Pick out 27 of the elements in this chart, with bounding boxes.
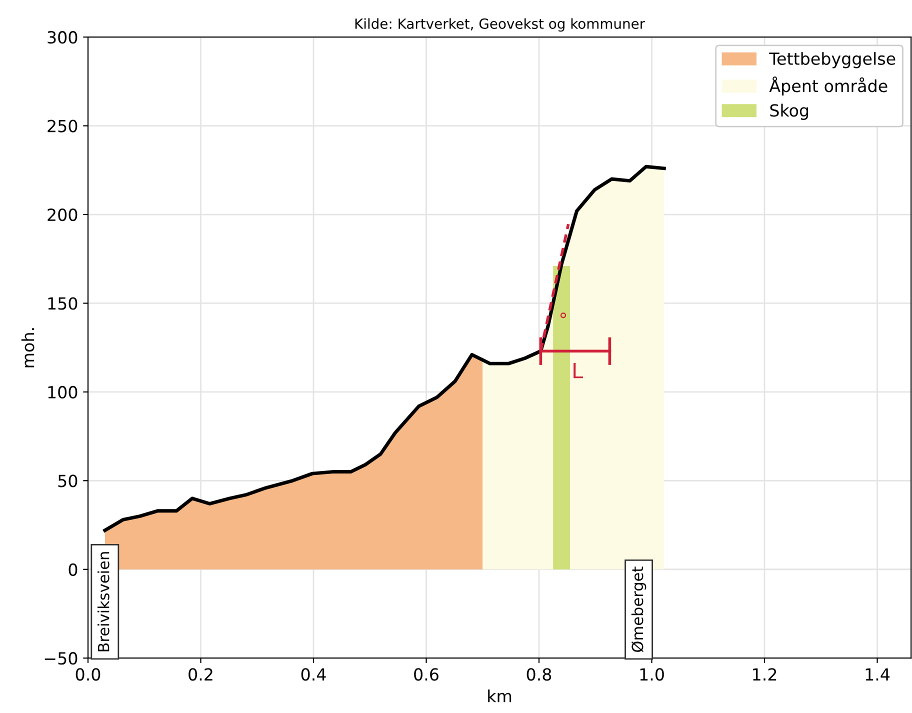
chart-title: Kilde: Kartverket, Geovekst og kommuner <box>355 18 646 32</box>
annotation: Breiviksveien <box>98 552 110 652</box>
x-tick-label: 0.8 <box>526 668 552 681</box>
y-tick-label: 0 <box>68 563 78 576</box>
x-tick-label: 0.4 <box>301 668 326 681</box>
x-tick-label: 1.0 <box>640 668 664 681</box>
legend-label: Tettbebyggelse <box>769 52 896 68</box>
y-axis-title: moh. <box>21 328 34 368</box>
annotation: L <box>574 362 584 378</box>
y-tick-label: 50 <box>58 474 78 488</box>
y-tick-label: −50 <box>44 652 78 665</box>
annotation: ° <box>560 312 566 318</box>
x-tick-label: 0.0 <box>76 668 100 681</box>
y-tick-label: 100 <box>48 386 78 399</box>
y-tick-label: 200 <box>48 208 78 222</box>
legend-label: Åpent område <box>769 76 888 96</box>
x-tick-label: 0.2 <box>188 668 212 681</box>
y-tick-label: 150 <box>48 297 78 310</box>
x-tick-label: 1.4 <box>866 668 890 680</box>
annotation: Ømeberget <box>631 566 646 652</box>
x-axis-title: km <box>488 690 512 702</box>
x-tick-label: 1.2 <box>753 668 776 680</box>
y-tick-label: 300 <box>48 31 78 44</box>
legend-label: Skog <box>770 104 808 120</box>
y-tick-label: 250 <box>48 120 78 132</box>
x-tick-label: 0.6 <box>414 668 438 681</box>
line-series <box>103 164 666 532</box>
